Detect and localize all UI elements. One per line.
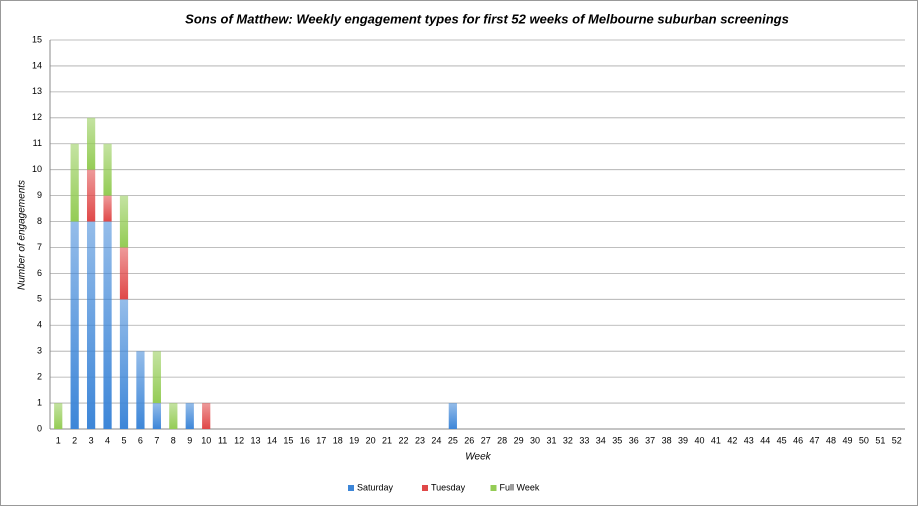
y-tick-label: 4 [37,320,42,330]
x-tick-label: 28 [497,435,507,445]
x-tick-label: 43 [744,435,754,445]
x-tick-label: 12 [234,435,244,445]
x-tick-label: 49 [842,435,852,445]
bar-segment [152,403,161,429]
y-tick-label: 15 [32,34,42,44]
x-tick-label: 50 [859,435,869,445]
x-tick-label: 9 [187,435,192,445]
x-tick-label: 2 [72,435,77,445]
x-tick-label: 46 [793,435,803,445]
bar-segment [70,143,79,222]
bar-segment [86,169,96,222]
x-tick-label: 47 [810,435,820,445]
x-tick-label: 51 [875,435,885,445]
y-tick-label: 14 [32,60,42,70]
y-axis-title: Number of engagements [17,180,28,290]
x-tick-label: 5 [121,435,126,445]
x-tick-label: 48 [826,435,836,445]
bar-segment [103,143,112,196]
bar-segment [448,403,457,429]
y-tick-label: 13 [32,86,42,96]
x-tick-label: 14 [267,435,277,445]
bar-segment [136,351,145,429]
bar-segment [119,247,129,300]
y-tick-label: 6 [37,268,42,278]
x-tick-label: 33 [579,435,589,445]
x-tick-label: 17 [316,435,326,445]
x-tick-label: 30 [530,435,540,445]
legend-label: Tuesday [431,482,466,492]
bar-segment [86,221,96,429]
x-tick-label: 34 [596,435,606,445]
x-tick-label: 20 [366,435,376,445]
x-tick-label: 23 [415,435,425,445]
y-tick-label: 12 [32,112,42,122]
bar-segment [169,403,178,429]
bar-segment [103,221,112,429]
x-tick-label: 10 [201,435,211,445]
y-tick-label: 2 [37,372,42,382]
bar-segment [70,221,79,429]
x-tick-label: 15 [283,435,293,445]
x-tick-label: 36 [629,435,639,445]
x-tick-label: 38 [662,435,672,445]
legend-swatch [490,485,497,491]
bar-segment [54,403,63,429]
y-tick-label: 9 [37,190,42,200]
y-tick-label: 7 [37,242,42,252]
y-tick-label: 8 [37,216,42,226]
x-tick-label: 42 [727,435,737,445]
chart-title: Sons of Matthew: Weekly engagement types… [185,11,789,26]
x-tick-label: 37 [645,435,655,445]
x-tick-label: 25 [448,435,458,445]
x-tick-label: 35 [612,435,622,445]
x-tick-label: 32 [563,435,573,445]
x-tick-label: 3 [89,435,94,445]
x-tick-label: 6 [138,435,143,445]
bar-segment [152,351,161,404]
x-tick-label: 8 [171,435,176,445]
x-tick-label: 16 [300,435,310,445]
bar-segment [103,195,112,222]
x-tick-label: 11 [218,435,227,445]
x-tick-label: 26 [464,435,474,445]
legend-swatch [348,485,354,491]
bar-segment [86,117,96,170]
x-tick-label: 44 [760,435,770,445]
x-tick-label: 4 [105,435,110,445]
x-tick-label: 31 [546,435,556,445]
x-tick-label: 1 [56,435,61,445]
x-tick-label: 7 [154,435,159,445]
y-tick-label: 1 [37,397,42,407]
y-tick-label: 5 [37,294,42,304]
x-tick-label: 21 [382,435,392,445]
x-tick-label: 45 [777,435,787,445]
y-tick-label: 11 [33,138,42,148]
bar-segment [119,299,129,429]
y-tick-label: 0 [37,423,42,433]
x-tick-label: 39 [678,435,688,445]
y-tick-label: 3 [37,346,42,356]
bar-segment [185,403,194,429]
x-tick-label: 52 [892,435,902,445]
x-tick-label: 18 [333,435,343,445]
legend-swatch [422,485,428,491]
x-tick-label: 40 [694,435,704,445]
x-tick-label: 41 [711,435,721,445]
x-tick-label: 19 [349,435,359,445]
y-tick-label: 10 [32,164,42,174]
legend-label: Full Week [500,482,540,492]
x-tick-label: 22 [399,435,409,445]
x-axis-title: Week [465,452,491,463]
bar-segment [119,195,129,248]
legend-label: Saturday [357,482,394,492]
x-tick-label: 24 [431,435,441,445]
x-tick-label: 27 [481,435,491,445]
bar-segment [202,403,211,429]
x-tick-label: 13 [251,435,261,445]
x-tick-label: 29 [514,435,524,445]
